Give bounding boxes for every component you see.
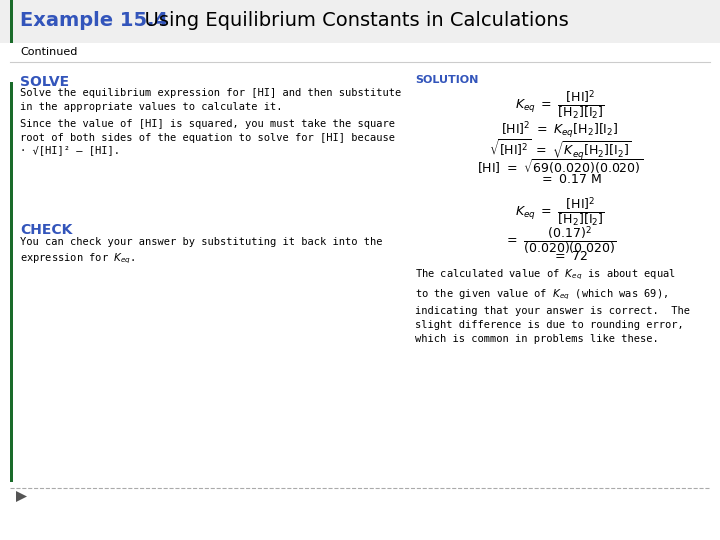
Text: Since the value of [HI] is squared, you must take the square
root of both sides : Since the value of [HI] is squared, you … [20, 119, 395, 143]
Text: $=\ \dfrac{(0.17)^2}{(0.020)(0.020)}$: $=\ \dfrac{(0.17)^2}{(0.020)(0.020)}$ [504, 224, 616, 256]
Text: $[\mathrm{HI}]^2\ =\ K_{eq}[\mathrm{H_2}][\mathrm{I_2}]$: $[\mathrm{HI}]^2\ =\ K_{eq}[\mathrm{H_2}… [501, 120, 618, 140]
Text: The calculated value of $K_{eq}$ is about equal
to the given value of $K_{eq}$ (: The calculated value of $K_{eq}$ is abou… [415, 268, 690, 343]
Bar [0, 0, 720, 43]
Text: · √[HI]² – [HI].: · √[HI]² – [HI]. [20, 145, 120, 155]
Text: You can check your answer by substituting it back into the
expression for $K_{eq: You can check your answer by substitutin… [20, 237, 382, 266]
Text: Using Equilibrium Constants in Calculations: Using Equilibrium Constants in Calculati… [132, 11, 569, 30]
Text: $=\ 72$: $=\ 72$ [552, 250, 588, 263]
Text: $=\ 0.17\ \mathrm{M}$: $=\ 0.17\ \mathrm{M}$ [539, 173, 601, 186]
Text: SOLUTION: SOLUTION [415, 75, 478, 85]
Text: $K_{eq}\ =\ \dfrac{[\mathrm{HI}]^2}{[\mathrm{H_2}][\mathrm{I_2}]}$: $K_{eq}\ =\ \dfrac{[\mathrm{HI}]^2}{[\ma… [516, 195, 605, 228]
Text: $\sqrt{[\mathrm{HI}]^2}\ =\ \sqrt{K_{eq}[\mathrm{H_2}][\mathrm{I_2}]}$: $\sqrt{[\mathrm{HI}]^2}\ =\ \sqrt{K_{eq}… [489, 138, 631, 162]
Bar [10, 0, 13, 43]
Text: SOLVE: SOLVE [20, 75, 69, 89]
Text: CHECK: CHECK [20, 223, 73, 237]
Text: Continued: Continued [20, 47, 77, 57]
Text: $[\mathrm{HI}]\ =\ \sqrt{69(0.020)(0.020)}$: $[\mathrm{HI}]\ =\ \sqrt{69(0.020)(0.020… [477, 157, 643, 176]
Text: $K_{eq}\ =\ \dfrac{[\mathrm{HI}]^2}{[\mathrm{H_2}][\mathrm{I_2}]}$: $K_{eq}\ =\ \dfrac{[\mathrm{HI}]^2}{[\ma… [516, 88, 605, 122]
Text: Example 15.4: Example 15.4 [20, 11, 168, 30]
Polygon shape [16, 491, 27, 502]
Bar [10, 82, 13, 482]
Text: Solve the equilibrium expression for [HI] and then substitute
in the appropriate: Solve the equilibrium expression for [HI… [20, 88, 401, 112]
